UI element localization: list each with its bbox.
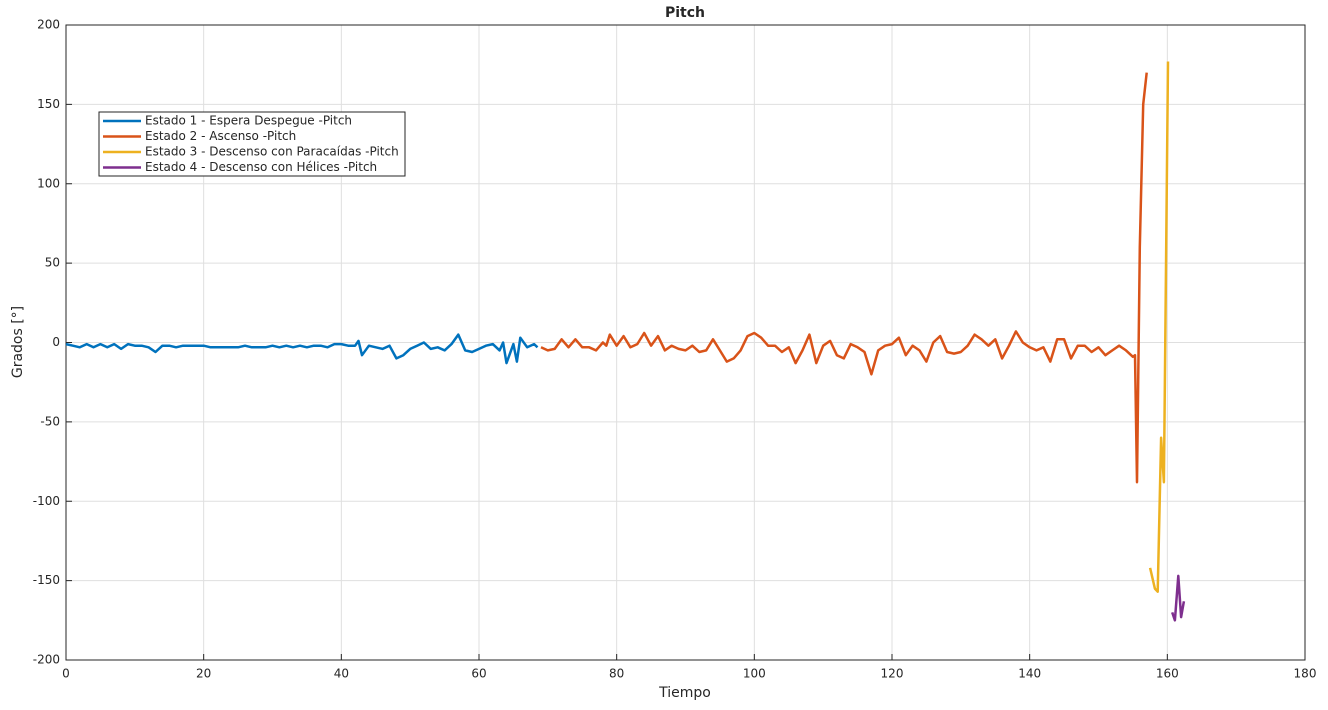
plot-frame	[65, 24, 1306, 661]
x-tick-label: 0	[62, 667, 70, 681]
x-tick-label: 140	[1018, 667, 1041, 681]
data-line	[65, 333, 539, 365]
x-tick-label: 20	[196, 667, 211, 681]
y-tick-label: 50	[45, 256, 60, 270]
x-tick-label: 120	[881, 667, 904, 681]
x-axis-label: Tiempo	[658, 685, 711, 701]
legend-box	[98, 111, 406, 177]
x-tick-label: 60	[471, 667, 486, 681]
legend-label: Estado 3 - Descenso con Paracaídas -Pitc…	[145, 145, 399, 159]
y-tick-label: -100	[33, 494, 60, 508]
y-tick-label: 200	[37, 18, 60, 32]
legend-label: Estado 1 - Espera Despegue -Pitch	[145, 114, 352, 128]
legend: Estado 1 - Espera Despegue -PitchEstado …	[98, 111, 406, 177]
x-tick-label: 160	[1156, 667, 1179, 681]
x-tick-label: 40	[334, 667, 349, 681]
y-tick-label: -200	[33, 653, 60, 667]
y-axis-label: Grados [°]	[10, 306, 26, 378]
x-tick-label: 180	[1294, 667, 1317, 681]
x-tick-label: 80	[609, 667, 624, 681]
y-tick-label: 0	[52, 335, 60, 349]
y-tick-label: -150	[33, 573, 60, 587]
data-line	[1171, 574, 1186, 622]
data-line	[1148, 61, 1170, 593]
y-tick-label: 100	[37, 176, 60, 190]
chart-title: Pitch	[665, 5, 705, 21]
y-tick-label: -50	[40, 414, 60, 428]
x-tick-label: 100	[743, 667, 766, 681]
data-line	[540, 72, 1148, 484]
legend-label: Estado 2 - Ascenso -Pitch	[145, 129, 296, 143]
legend-label: Estado 4 - Descenso con Hélices -Pitch	[145, 160, 377, 174]
y-tick-label: 150	[37, 97, 60, 111]
